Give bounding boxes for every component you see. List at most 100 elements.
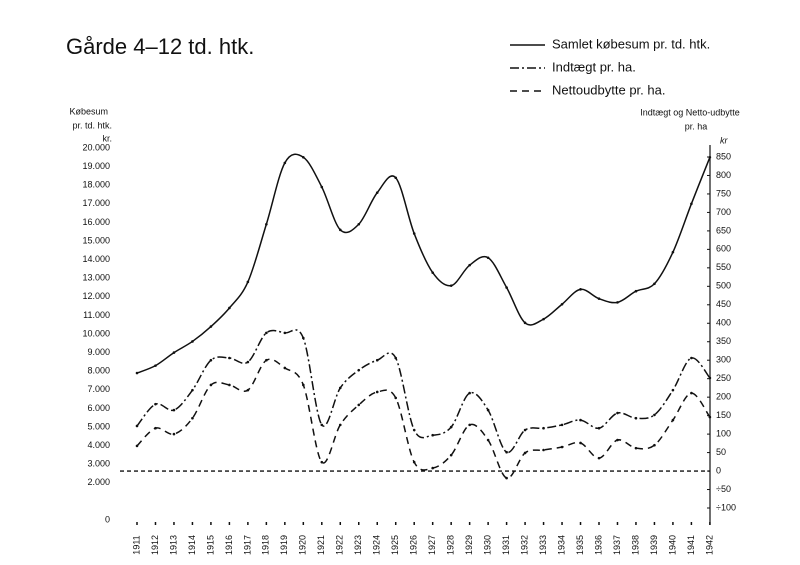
y-tick-label: 11.000 bbox=[83, 310, 110, 320]
data-point bbox=[560, 302, 564, 306]
data-point bbox=[283, 161, 287, 165]
data-point bbox=[690, 356, 693, 360]
data-point bbox=[228, 356, 231, 360]
data-point bbox=[690, 391, 693, 395]
x-tick-label: 1919 bbox=[279, 535, 289, 555]
y2-tick-label: ÷50 bbox=[716, 484, 731, 494]
y-tick-label: 7.000 bbox=[87, 384, 110, 394]
data-point bbox=[708, 156, 712, 159]
data-point bbox=[154, 364, 157, 367]
data-point bbox=[431, 433, 434, 437]
data-point bbox=[320, 460, 324, 464]
y2-tick-label: 150 bbox=[716, 410, 731, 420]
data-point bbox=[172, 432, 176, 436]
data-point bbox=[283, 366, 287, 370]
data-point bbox=[468, 391, 471, 395]
x-tick-label: 1936 bbox=[593, 535, 603, 555]
x-tick-label: 1918 bbox=[261, 535, 271, 555]
x-tick-label: 1926 bbox=[409, 535, 419, 555]
x-tick-label: 1923 bbox=[353, 535, 363, 555]
y-axis-title: kr. bbox=[102, 133, 112, 143]
data-point bbox=[338, 228, 342, 232]
data-point bbox=[523, 451, 527, 455]
data-point bbox=[246, 280, 250, 284]
y-tick-label: 20.000 bbox=[82, 142, 110, 152]
data-point bbox=[412, 460, 416, 464]
data-point bbox=[468, 263, 471, 267]
data-point bbox=[135, 424, 139, 428]
data-point bbox=[542, 426, 545, 430]
data-point bbox=[394, 176, 398, 180]
y2-axis-title: kr bbox=[720, 135, 729, 145]
y-tick-label: 8.000 bbox=[87, 366, 110, 376]
data-point bbox=[708, 415, 712, 419]
y2-tick-label: 750 bbox=[716, 188, 731, 198]
data-point bbox=[634, 446, 638, 450]
y-tick-label: 0 bbox=[105, 514, 110, 524]
data-point bbox=[560, 445, 564, 449]
data-point bbox=[634, 289, 638, 293]
data-point bbox=[671, 418, 675, 422]
data-point bbox=[560, 423, 564, 427]
data-point bbox=[579, 288, 582, 291]
x-tick-label: 1920 bbox=[298, 535, 308, 555]
x-tick-label: 1931 bbox=[501, 535, 511, 555]
y2-tick-label: 700 bbox=[716, 207, 731, 217]
data-point bbox=[486, 438, 490, 442]
data-point bbox=[265, 222, 268, 226]
x-tick-label: 1925 bbox=[390, 535, 400, 555]
x-tick-label: 1917 bbox=[242, 535, 252, 555]
data-point bbox=[708, 376, 712, 380]
data-point bbox=[394, 396, 398, 400]
data-point bbox=[431, 466, 434, 470]
x-tick-label: 1941 bbox=[686, 535, 696, 555]
data-point bbox=[154, 426, 157, 430]
x-tick-label: 1913 bbox=[168, 535, 178, 555]
y2-tick-label: 450 bbox=[716, 299, 731, 309]
data-point bbox=[412, 232, 416, 235]
x-tick-label: 1937 bbox=[612, 535, 622, 555]
y-tick-label: 3.000 bbox=[87, 459, 110, 469]
x-tick-label: 1929 bbox=[464, 535, 474, 555]
data-point bbox=[265, 358, 268, 362]
data-point bbox=[616, 438, 619, 442]
y-tick-label: 5.000 bbox=[87, 421, 110, 431]
data-point bbox=[191, 340, 194, 343]
data-point bbox=[375, 390, 379, 394]
y-tick-label: 17.000 bbox=[82, 198, 110, 208]
data-point bbox=[302, 336, 305, 340]
x-tick-label: 1934 bbox=[556, 535, 566, 555]
data-point bbox=[320, 423, 324, 427]
data-point bbox=[209, 325, 213, 328]
data-point bbox=[357, 368, 361, 372]
data-point bbox=[357, 403, 361, 407]
y-tick-label: 9.000 bbox=[87, 347, 110, 357]
data-point bbox=[671, 250, 675, 254]
y2-tick-label: 550 bbox=[716, 262, 731, 272]
data-point bbox=[542, 448, 545, 452]
data-point bbox=[597, 297, 601, 300]
series-line bbox=[136, 153, 711, 374]
y2-tick-label: 350 bbox=[716, 336, 731, 346]
chart-title: Gårde 4–12 td. htk. bbox=[66, 34, 254, 59]
y-axis-title: Købesum bbox=[69, 106, 108, 116]
y-tick-label: 12.000 bbox=[82, 291, 110, 301]
data-point bbox=[634, 416, 638, 420]
series-line bbox=[136, 329, 711, 454]
data-point bbox=[505, 286, 508, 289]
data-point bbox=[375, 191, 379, 194]
data-point bbox=[302, 383, 305, 387]
y-tick-label: 6.000 bbox=[87, 403, 110, 413]
y2-tick-label: 800 bbox=[716, 170, 731, 180]
data-point bbox=[505, 450, 508, 454]
y2-tick-label: 250 bbox=[716, 373, 731, 383]
data-point bbox=[228, 306, 231, 310]
y2-tick-label: 500 bbox=[716, 281, 731, 291]
data-point bbox=[579, 418, 582, 422]
x-tick-label: 1912 bbox=[150, 535, 160, 555]
y-tick-label: 19.000 bbox=[82, 161, 110, 171]
data-point bbox=[671, 388, 675, 392]
